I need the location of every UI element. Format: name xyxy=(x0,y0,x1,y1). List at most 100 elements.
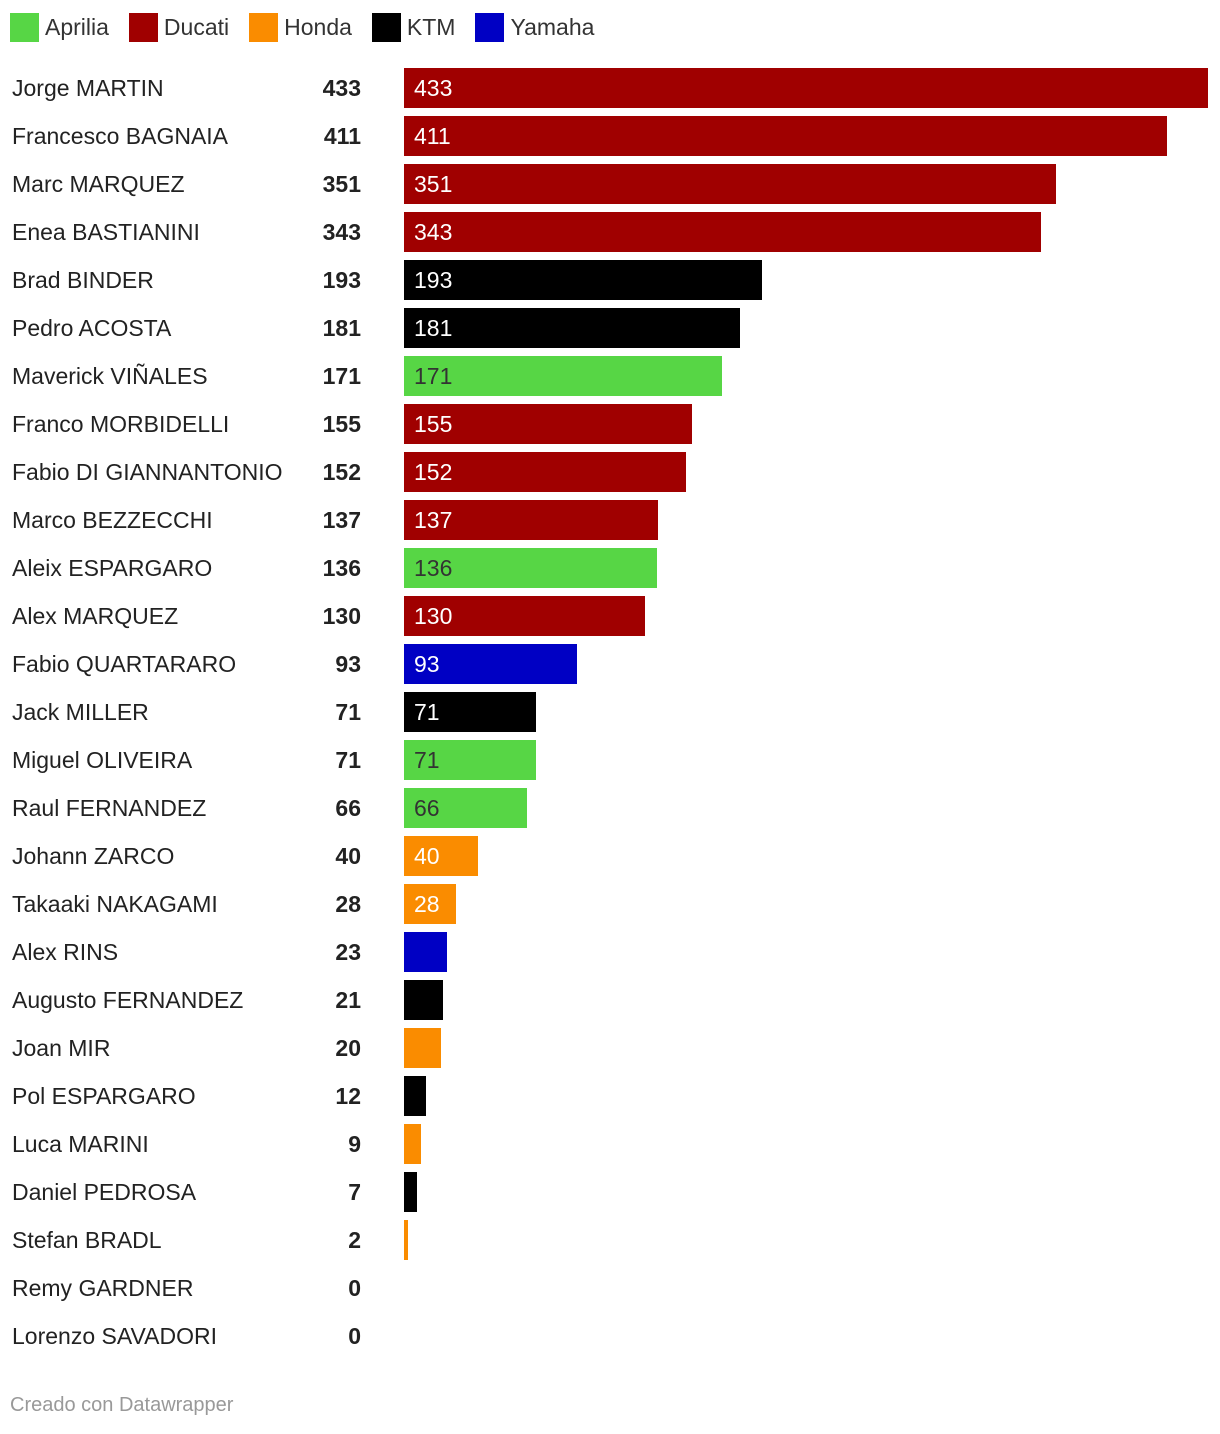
bar-label: 171 xyxy=(414,363,453,389)
bar xyxy=(404,1028,442,1068)
points-value: 130 xyxy=(322,603,361,629)
rider-name: Jorge MARTIN xyxy=(12,75,164,101)
chart-row: Jorge MARTIN 433 433 xyxy=(0,68,1220,108)
bar-label: 40 xyxy=(414,843,440,869)
legend-item-ktm: KTM xyxy=(371,12,456,42)
rider-name: Daniel PEDROSA xyxy=(12,1179,197,1205)
rider-name: Alex MARQUEZ xyxy=(12,603,179,629)
chart-row: Stefan BRADL 2 xyxy=(0,1220,1220,1260)
bar: 71 xyxy=(404,740,536,780)
points-value: 343 xyxy=(322,219,361,245)
bar: 137 xyxy=(404,500,659,540)
chart-row: Remy GARDNER 0 xyxy=(0,1268,1220,1308)
chart-row: Brad BINDER 193 193 xyxy=(0,260,1220,300)
bar-label: 71 xyxy=(414,699,440,725)
chart-row: Joan MIR 20 xyxy=(0,1028,1220,1068)
rider-name: Marco BEZZECCHI xyxy=(12,507,213,533)
chart-row: Alex MARQUEZ 130 130 xyxy=(0,596,1220,636)
legend-item-yamaha: Yamaha xyxy=(475,12,594,42)
bar: 71 xyxy=(404,692,536,732)
bar: 171 xyxy=(404,356,722,396)
legend-label: Aprilia xyxy=(45,13,109,40)
bar: 351 xyxy=(404,164,1056,204)
points-value: 20 xyxy=(335,1035,361,1061)
rider-name: Luca MARINI xyxy=(12,1131,149,1157)
chart-row: Raul FERNANDEZ 66 66 xyxy=(0,788,1220,828)
rider-name: Brad BINDER xyxy=(12,267,154,293)
rider-name: Joan MIR xyxy=(12,1035,111,1061)
rider-name: Alex RINS xyxy=(12,939,119,965)
bar xyxy=(404,980,443,1020)
bar-label: 343 xyxy=(414,219,453,245)
chart-row: Daniel PEDROSA 7 xyxy=(0,1172,1220,1212)
chart-row: Pedro ACOSTA 181 181 xyxy=(0,308,1220,348)
legend-label: KTM xyxy=(406,13,456,40)
bar: 136 xyxy=(404,548,657,588)
points-value: 137 xyxy=(322,507,361,533)
points-value: 23 xyxy=(335,939,361,965)
points-value: 136 xyxy=(322,555,361,581)
bar-label: 411 xyxy=(414,123,451,149)
legend-swatch xyxy=(371,12,401,42)
rider-name: Remy GARDNER xyxy=(12,1275,194,1301)
bar-label: 93 xyxy=(414,651,440,677)
legend-swatch xyxy=(475,12,505,42)
bar xyxy=(404,932,447,972)
points-value: 152 xyxy=(322,459,361,485)
points-value: 66 xyxy=(335,795,361,821)
bar: 193 xyxy=(404,260,763,300)
rider-name: Lorenzo SAVADORI xyxy=(12,1323,217,1349)
points-value: 171 xyxy=(322,363,361,389)
bar: 343 xyxy=(404,212,1041,252)
legend-item-honda: Honda xyxy=(249,12,352,42)
chart-row: Miguel OLIVEIRA 71 71 xyxy=(0,740,1220,780)
bar-label: 130 xyxy=(414,603,453,629)
rider-name: Johann ZARCO xyxy=(12,843,175,869)
bar-label: 136 xyxy=(414,555,453,581)
chart-row: Francesco BAGNAIA 411 411 xyxy=(0,116,1220,156)
points-value: 181 xyxy=(322,315,361,341)
bar: 28 xyxy=(404,884,456,924)
points-value: 7 xyxy=(348,1179,361,1205)
legend: Aprilia Ducati Honda KTM Yamaha xyxy=(10,12,614,42)
chart-row: Luca MARINI 9 xyxy=(0,1124,1220,1164)
legend-swatch xyxy=(249,12,279,42)
chart-row: Fabio DI GIANNANTONIO 152 152 xyxy=(0,452,1220,492)
points-value: 12 xyxy=(335,1083,361,1109)
chart-row: Franco MORBIDELLI 155 155 xyxy=(0,404,1220,444)
chart-row: Jack MILLER 71 71 xyxy=(0,692,1220,732)
chart-row: Enea BASTIANINI 343 343 xyxy=(0,212,1220,252)
points-value: 71 xyxy=(335,747,361,773)
bar xyxy=(404,1220,408,1260)
rider-name: Jack MILLER xyxy=(12,699,149,725)
rider-name: Raul FERNANDEZ xyxy=(12,795,207,821)
bar-label: 71 xyxy=(414,747,440,773)
bar: 130 xyxy=(404,596,646,636)
chart-row: Maverick VIÑALES 171 171 xyxy=(0,356,1220,396)
chart-row: Augusto FERNANDEZ 21 xyxy=(0,980,1220,1020)
bar xyxy=(404,1076,427,1116)
chart-row: Marc MARQUEZ 351 351 xyxy=(0,164,1220,204)
chart-row: Marco BEZZECCHI 137 137 xyxy=(0,500,1220,540)
bar-label: 152 xyxy=(414,459,453,485)
rider-name: Fabio DI GIANNANTONIO xyxy=(12,459,283,485)
rider-name: Miguel OLIVEIRA xyxy=(12,747,193,773)
bar: 433 xyxy=(404,68,1208,108)
rider-name: Aleix ESPARGARO xyxy=(12,555,213,581)
legend-label: Honda xyxy=(284,13,352,40)
footer-credit: Creado con Datawrapper xyxy=(10,1394,234,1416)
points-value: 351 xyxy=(322,171,361,197)
rider-name: Pedro ACOSTA xyxy=(12,315,172,341)
legend-item-aprilia: Aprilia xyxy=(10,12,109,42)
points-value: 193 xyxy=(322,267,361,293)
legend-label: Ducati xyxy=(163,13,230,40)
rider-name: Fabio QUARTARARO xyxy=(12,651,237,677)
rider-name: Enea BASTIANINI xyxy=(12,219,200,245)
points-value: 93 xyxy=(335,651,361,677)
rider-name: Stefan BRADL xyxy=(12,1227,162,1253)
bar-label: 433 xyxy=(414,75,453,101)
rider-name: Marc MARQUEZ xyxy=(12,171,185,197)
rider-name: Pol ESPARGARO xyxy=(12,1083,196,1109)
bar-label: 181 xyxy=(414,315,453,341)
points-value: 21 xyxy=(335,987,361,1013)
